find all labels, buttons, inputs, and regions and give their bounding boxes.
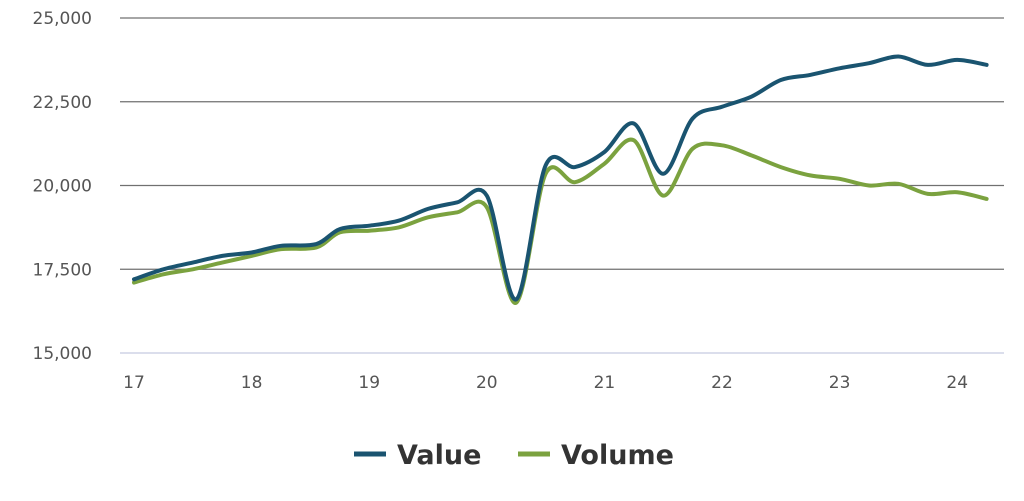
series-line-value [132, 54, 989, 302]
y-tick-label: 17,500 [33, 260, 92, 280]
series-lines [132, 54, 989, 305]
x-tick-label: 17 [123, 373, 145, 393]
y-tick-label: 22,500 [33, 93, 92, 113]
x-axis-tick-labels: 17 18 19 20 21 22 23 24 [123, 373, 968, 393]
x-tick-label: 24 [946, 373, 968, 393]
legend: Value Volume [354, 440, 674, 471]
legend-label-value: Value [397, 440, 481, 471]
x-tick-label: 21 [594, 373, 616, 393]
y-tick-label: 20,000 [33, 177, 92, 197]
legend-label-volume: Volume [561, 440, 674, 471]
x-tick-label: 18 [241, 373, 263, 393]
gridlines [120, 17, 1004, 354]
x-tick-label: 22 [711, 373, 733, 393]
x-tick-label: 23 [829, 373, 851, 393]
x-tick-label: 19 [358, 373, 380, 393]
series-line-volume [132, 137, 989, 305]
y-tick-label: 15,000 [33, 344, 92, 364]
y-axis-tick-labels: 15,000 17,500 20,000 22,500 25,000 [33, 9, 92, 364]
y-tick-label: 25,000 [33, 9, 92, 29]
x-tick-label: 20 [476, 373, 498, 393]
